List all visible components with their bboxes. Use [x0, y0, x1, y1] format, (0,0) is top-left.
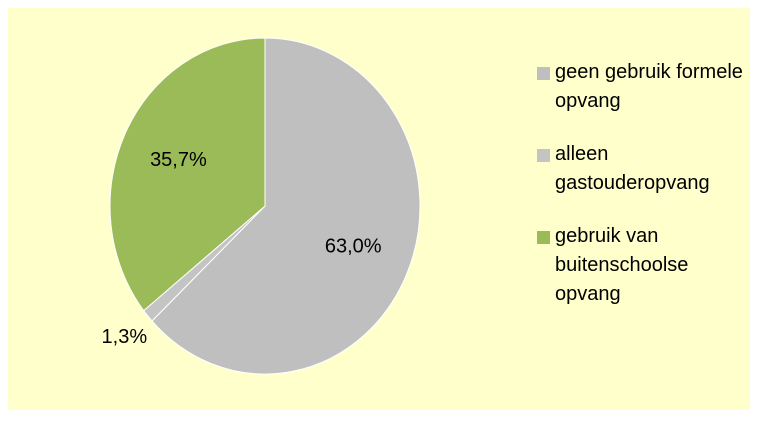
legend-label: geen gebruik formele opvang: [555, 61, 743, 112]
legend-item: gebruik van buitenschoolse opvang: [533, 222, 743, 309]
legend-item: alleen gastouderopvang: [533, 140, 743, 198]
legend-swatch: [537, 67, 550, 80]
data-label: 35,7%: [150, 149, 207, 171]
data-label: 1,3%: [102, 326, 148, 348]
legend-label: gebruik van buitenschoolse opvang: [555, 225, 689, 305]
legend-label: alleen gastouderopvang: [555, 143, 710, 194]
pie-slice: [151, 37, 421, 375]
legend-item: geen gebruik formele opvang: [533, 58, 743, 116]
data-label: 63,0%: [325, 236, 382, 258]
pie-slice: [109, 37, 266, 312]
legend-swatch: [537, 231, 550, 244]
legend-swatch: [537, 149, 550, 162]
legend: geen gebruik formele opvang alleen gastou…: [533, 58, 743, 333]
